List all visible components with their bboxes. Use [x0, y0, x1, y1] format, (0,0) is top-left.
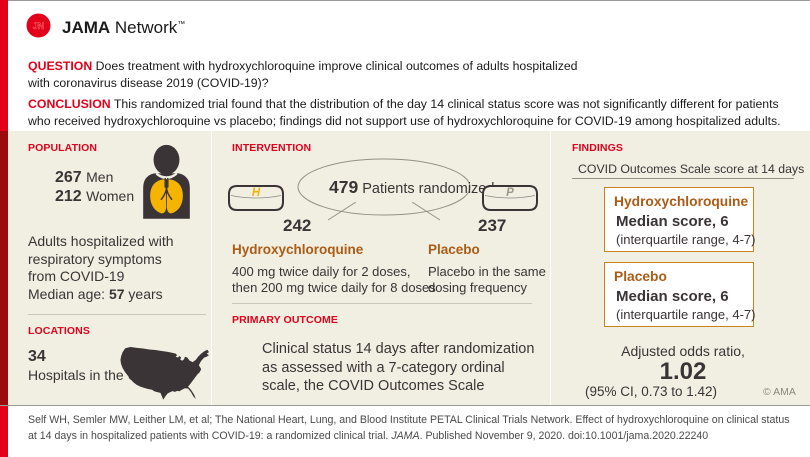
svg-text:H: H [252, 187, 261, 199]
svg-text:JN: JN [33, 21, 45, 31]
svg-text:P: P [506, 187, 514, 199]
